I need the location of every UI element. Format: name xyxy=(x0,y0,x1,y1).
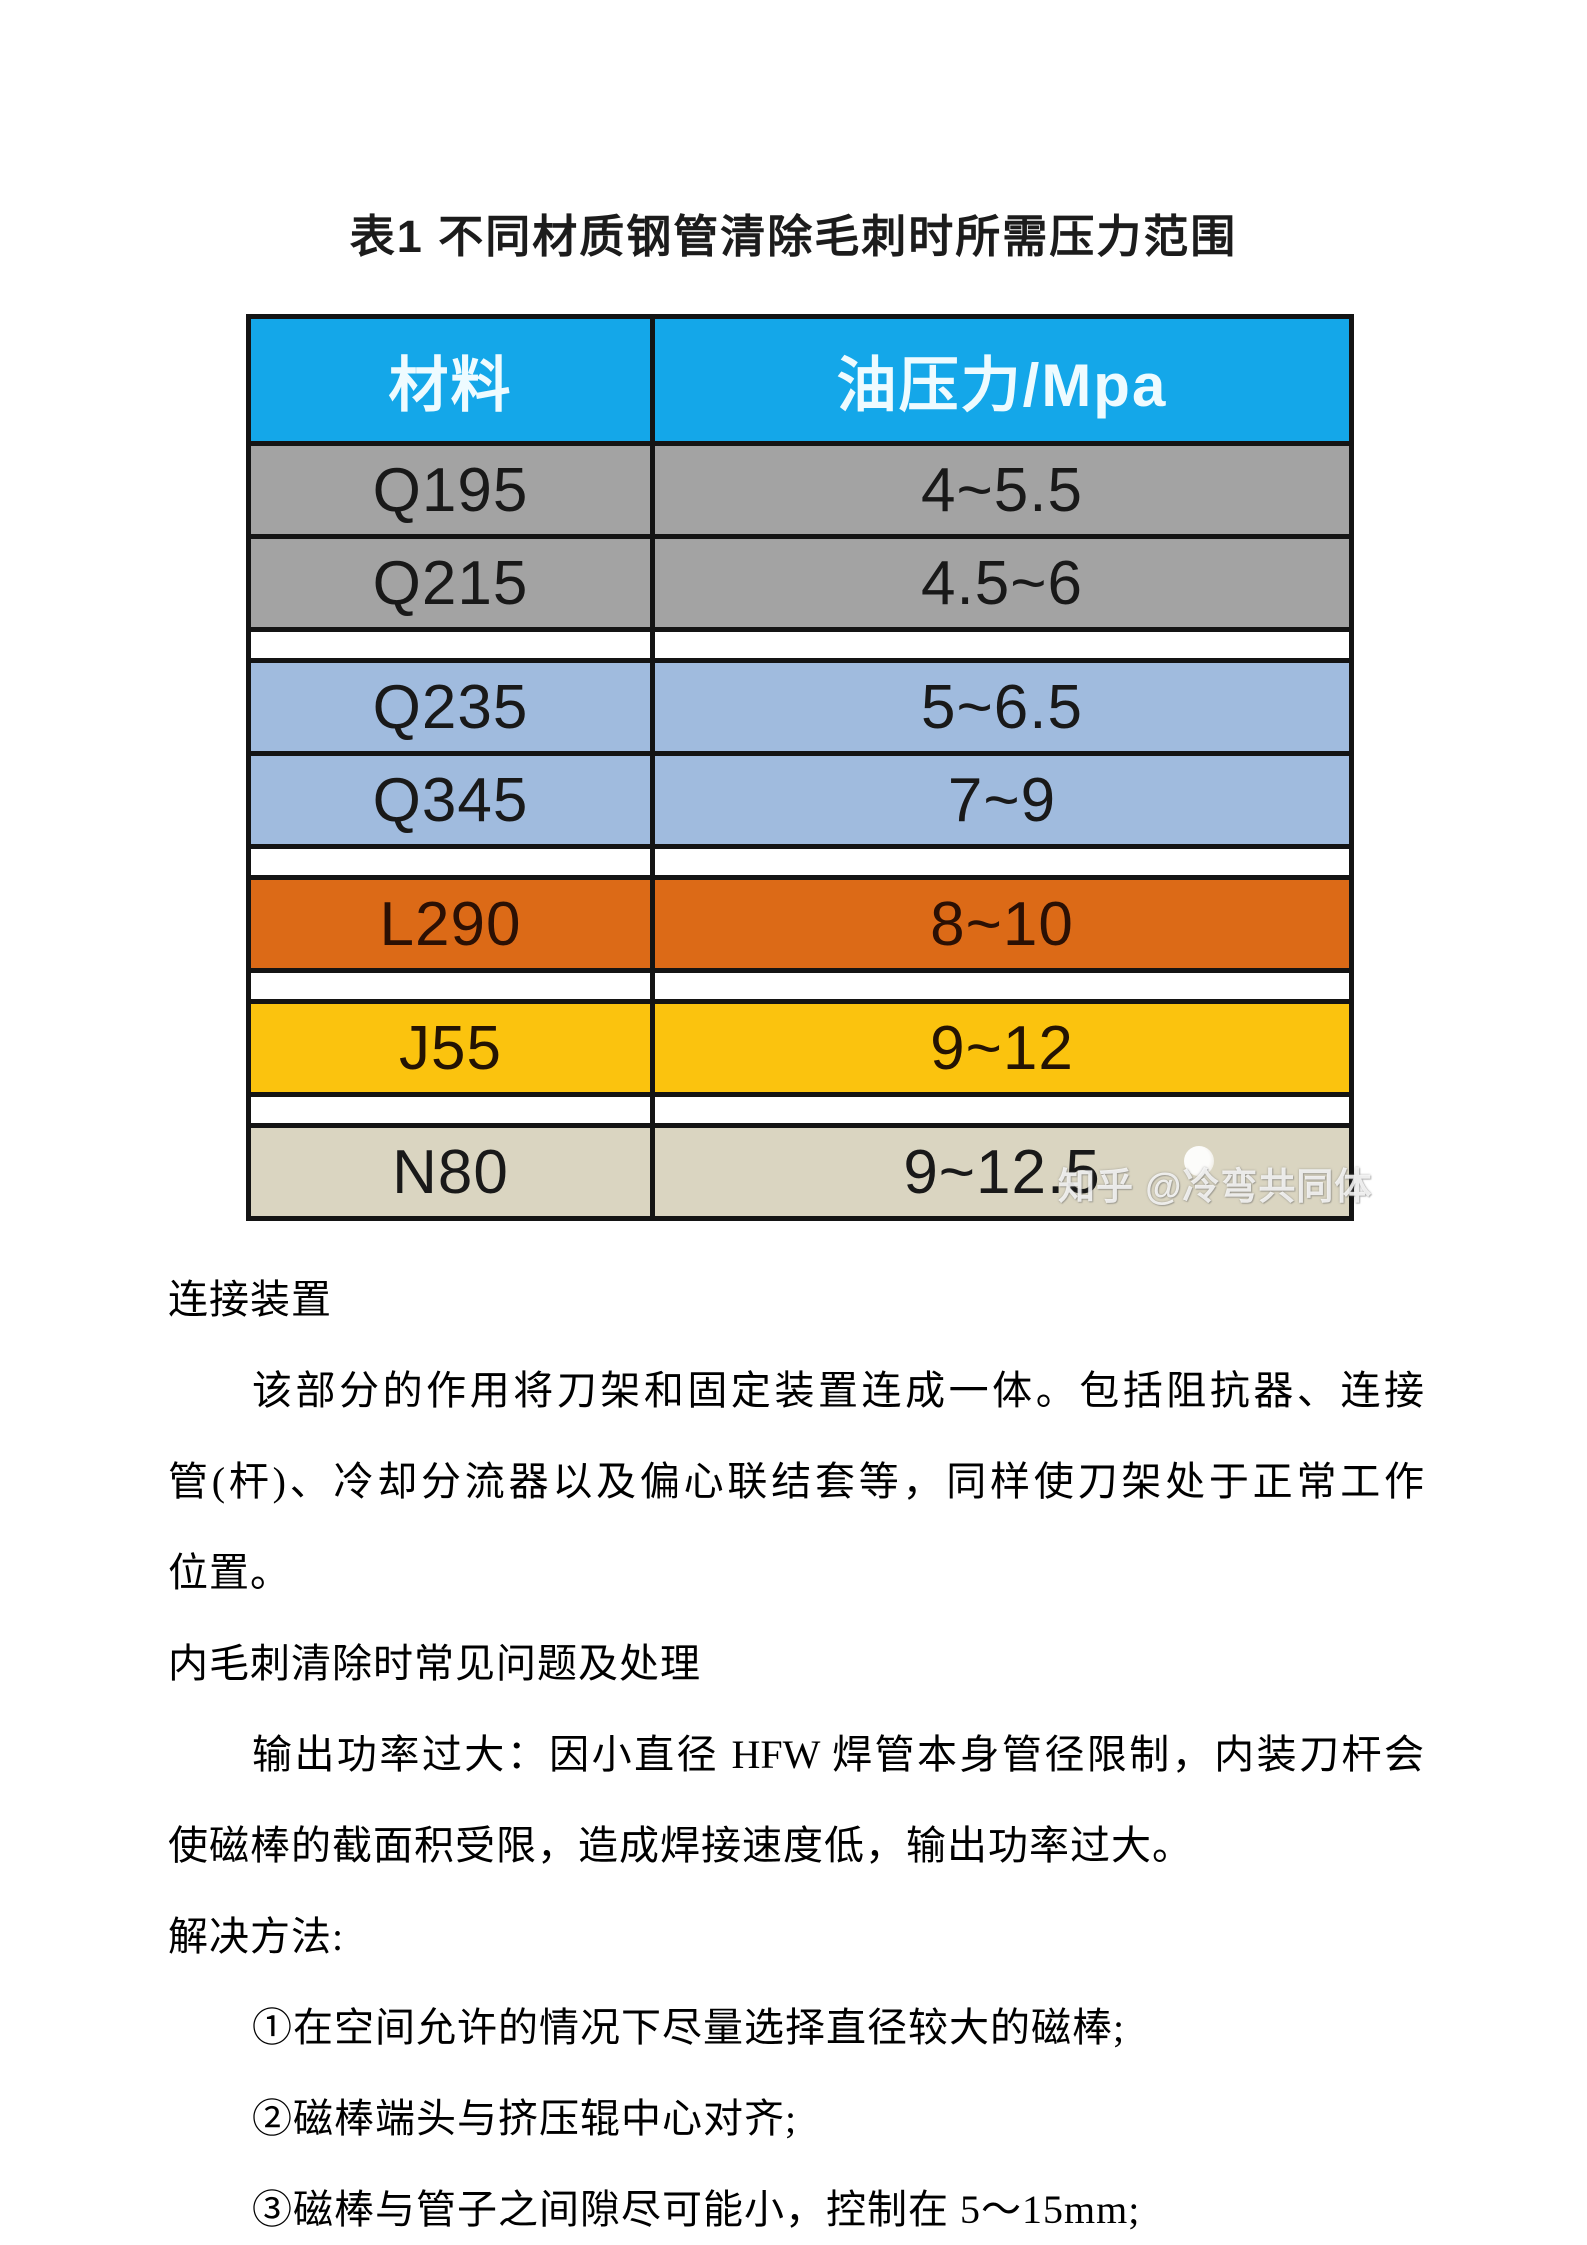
table-row-n80: N80 9~12.5 xyxy=(246,1123,1354,1221)
material-cell: Q195 xyxy=(246,441,655,539)
pressure-cell: 8~10 xyxy=(650,875,1354,973)
pressure-cell: 4.5~6 xyxy=(650,534,1354,632)
material-cell: Q345 xyxy=(246,751,655,849)
paragraph-line: 使磁棒的截面积受限，造成焊接速度低，输出功率过大。 xyxy=(168,1823,1193,1868)
pressure-cell: 9~12.5 xyxy=(650,1123,1354,1221)
pressure-cell: 5~6.5 xyxy=(650,658,1354,756)
column-header-pressure: 油压力/Mpa xyxy=(650,314,1354,446)
pressure-cell: 4~5.5 xyxy=(650,441,1354,539)
table-row-q235: Q235 5~6.5 xyxy=(246,658,1354,756)
table-spacer-row xyxy=(246,968,1354,1004)
column-header-material: 材料 xyxy=(246,314,655,446)
paragraph-line: 该部分的作用将刀架和固定装置连成一体。包括阻抗器、连接 xyxy=(252,1368,1424,1413)
heading-solutions: 解决方法: xyxy=(168,1914,345,1959)
solution-item-1: ①在空间允许的情况下尽量选择直径较大的磁棒; xyxy=(252,2005,1126,2050)
table-row-q195: Q195 4~5.5 xyxy=(246,441,1354,539)
pressure-table: 材料 油压力/Mpa Q195 4~5.5 Q215 4.5~6 Q235 5~… xyxy=(246,314,1354,1221)
material-cell: Q215 xyxy=(246,534,655,632)
heading-connection-device: 连接装置 xyxy=(168,1277,332,1322)
table-row-q215: Q215 4.5~6 xyxy=(246,534,1354,632)
table-row-q345: Q345 7~9 xyxy=(246,751,1354,849)
table-header-row: 材料 油压力/Mpa xyxy=(246,314,1354,446)
material-cell: J55 xyxy=(246,999,655,1097)
paragraph-line: 位置。 xyxy=(168,1550,291,1595)
solution-item-3: ③磁棒与管子之间隙尽可能小，控制在 5～15mm; xyxy=(252,2187,1141,2232)
material-cell: L290 xyxy=(246,875,655,973)
pressure-cell: 9~12 xyxy=(650,999,1354,1097)
paragraph-line: 管(杆)、冷却分流器以及偏心联结套等，同样使刀架处于正常工作 xyxy=(168,1459,1424,1504)
material-cell: N80 xyxy=(246,1123,655,1221)
table-spacer-row xyxy=(246,1092,1354,1128)
paragraph-line: 输出功率过大：因小直径 HFW 焊管本身管径限制，内装刀杆会 xyxy=(252,1732,1424,1777)
table-row-l290: L290 8~10 xyxy=(246,875,1354,973)
table-spacer-row xyxy=(246,627,1354,663)
heading-common-problems: 内毛刺清除时常见问题及处理 xyxy=(168,1641,701,1686)
material-cell: Q235 xyxy=(246,658,655,756)
table-spacer-row xyxy=(246,844,1354,880)
solution-item-2: ②磁棒端头与挤压辊中心对齐; xyxy=(252,2096,798,2141)
table-row-j55: J55 9~12 xyxy=(246,999,1354,1097)
body-text: 连接装置 该部分的作用将刀架和固定装置连成一体。包括阻抗器、连接 管(杆)、冷却… xyxy=(168,1254,1424,2245)
pressure-cell: 7~9 xyxy=(650,751,1354,849)
table-title: 表1 不同材质钢管清除毛刺时所需压力范围 xyxy=(349,211,1238,262)
